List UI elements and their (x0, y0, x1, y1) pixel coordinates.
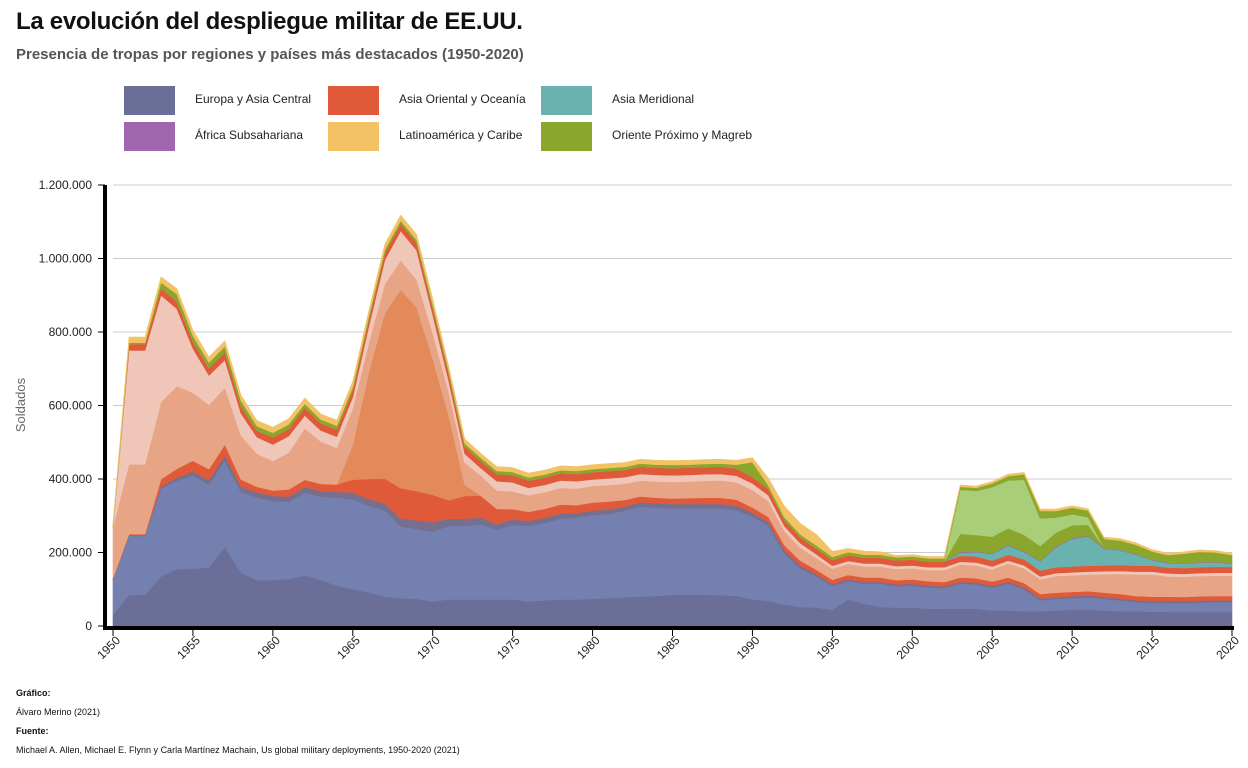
legend-label: Latinoamérica y Caribe (399, 128, 523, 142)
x-tick-label: 1965 (334, 633, 363, 662)
y-tick-label: 400.000 (49, 472, 93, 486)
legend-item-oriente-proximo: Oriente Próximo y Magreb (541, 121, 752, 151)
legend-item-asia-meridional: Asia Meridional (541, 85, 694, 115)
x-tick-label: 2015 (1133, 633, 1162, 662)
x-tick-label: 2010 (1053, 633, 1082, 662)
x-tick-label: 1955 (174, 633, 203, 662)
chart-subtitle: Presencia de tropas por regiones y paíse… (16, 46, 524, 63)
legend-label: Europa y Asia Central (195, 92, 312, 106)
legend-item-europa: Europa y Asia Central (124, 85, 311, 115)
x-tick-label: 1985 (654, 633, 683, 662)
legend-swatch (124, 121, 175, 151)
legend-label: Oriente Próximo y Magreb (612, 128, 753, 142)
source-heading: Fuente: (16, 726, 49, 736)
legend-item-latinoamerica: Latinoamérica y Caribe (328, 121, 522, 151)
x-tick-label: 1980 (574, 633, 603, 662)
y-axis-label: Soldados (13, 377, 28, 432)
legend-swatch (328, 121, 379, 151)
y-tick-label: 0 (85, 619, 92, 633)
y-tick-label: 800.000 (49, 325, 93, 339)
legend-swatch (124, 85, 175, 115)
y-tick-label: 1.000.000 (39, 252, 93, 266)
legend-swatch (328, 85, 379, 115)
area-series-13 (112, 214, 1233, 559)
credits: Gráfico: Álvaro Merino (2021) Fuente: Mi… (16, 684, 460, 760)
y-axis-ticks: 0 200.000 400.000 600.000 800.000 1.000.000 1.… (39, 178, 105, 633)
x-axis-ticks: 1950 1955 1960 1965 1970 1975 1980 1985 1990 1995… (94, 630, 1242, 662)
legend-item-africa: África Subsahariana (124, 121, 303, 151)
legend: Europa y Asia Central Asia Oriental y Oc… (124, 85, 824, 155)
x-tick-label: 1960 (254, 633, 283, 662)
legend-swatch (541, 121, 592, 151)
legend-label: África Subsahariana (195, 128, 304, 142)
graphic-author: Álvaro Merino (2021) (16, 707, 101, 717)
x-tick-label: 2000 (894, 633, 923, 662)
y-tick-label: 600.000 (49, 399, 93, 413)
x-tick-label: 2005 (974, 633, 1003, 662)
x-tick-label: 1995 (814, 633, 843, 662)
axes (103, 185, 1234, 630)
x-tick-label: 1975 (494, 633, 523, 662)
x-tick-label: 1970 (414, 633, 443, 662)
x-tick-label: 2020 (1213, 633, 1242, 662)
y-tick-label: 200.000 (49, 546, 93, 560)
legend-swatch (541, 85, 592, 115)
legend-item-asia-oriental: Asia Oriental y Oceanía (328, 85, 526, 115)
legend-label: Asia Oriental y Oceanía (399, 92, 526, 106)
y-tick-label: 1.200.000 (39, 178, 93, 192)
x-tick-label: 1950 (94, 633, 123, 662)
chart-title: La evolución del despliegue militar de E… (16, 8, 523, 35)
graphic-heading: Gráfico: (16, 688, 51, 698)
legend-label: Asia Meridional (612, 92, 695, 106)
x-tick-label: 1990 (734, 633, 763, 662)
source-text: Michael A. Allen, Michael E. Flynn y Car… (16, 745, 460, 755)
area-layers (112, 214, 1233, 627)
